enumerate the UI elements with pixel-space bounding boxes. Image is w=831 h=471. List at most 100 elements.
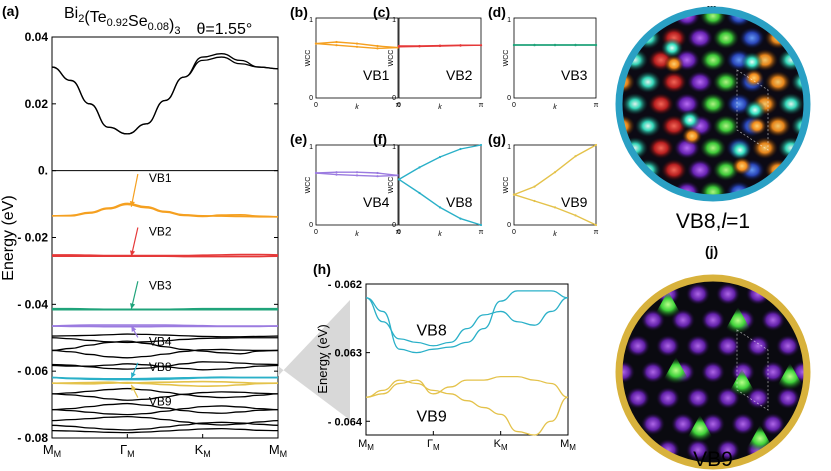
orbital-lobe bbox=[700, 93, 726, 115]
panel-label-d: (d) bbox=[488, 4, 506, 20]
orbital-lobe bbox=[701, 309, 725, 331]
annotation-label: VB2 bbox=[149, 224, 172, 238]
wcc-point bbox=[594, 43, 598, 46]
orbital-lobe bbox=[619, 10, 622, 27]
band-label-c: VB2 bbox=[446, 67, 473, 83]
orbital-lobe bbox=[619, 159, 635, 181]
wcc-point bbox=[376, 175, 379, 178]
y-tick-label-a: 0.02 bbox=[25, 97, 49, 111]
orbital-lobe-bright bbox=[744, 100, 766, 120]
y-tick-label-a: 0. bbox=[38, 164, 48, 178]
orbital-lobe bbox=[641, 278, 665, 279]
band-label-h: VB9 bbox=[417, 408, 447, 425]
orbital-lobe bbox=[687, 159, 713, 181]
band-line bbox=[51, 337, 278, 344]
orbital-lobe bbox=[626, 335, 650, 357]
orbital-lobe bbox=[776, 335, 800, 357]
y-tick-label-a: - 0.02 bbox=[17, 231, 48, 245]
y-axis-label: WCC bbox=[305, 50, 312, 67]
orbital-lobe bbox=[791, 465, 807, 466]
band-line bbox=[51, 363, 279, 371]
orbital-lobe bbox=[581, 413, 605, 435]
orbital-lobe bbox=[641, 413, 665, 435]
x-tick-label: π bbox=[396, 102, 401, 109]
orbital-lobe bbox=[619, 439, 620, 461]
y-tick-label: 1 bbox=[309, 17, 313, 24]
band-labels-h: VB8 VB9 bbox=[417, 322, 447, 425]
band-label-h: VB8 bbox=[417, 322, 447, 339]
wcc-panel-d: (d)1 00 π k WCC VB3 bbox=[488, 4, 599, 111]
band-line bbox=[52, 253, 279, 257]
x-axis-label: k bbox=[553, 231, 557, 238]
wcc-point bbox=[335, 44, 338, 47]
y-tick-label: 0 bbox=[309, 95, 313, 102]
band-line bbox=[51, 376, 278, 381]
image-ring-i bbox=[615, 6, 811, 202]
orbital-lobe-bright bbox=[653, 291, 683, 318]
orbital-lobe bbox=[791, 159, 807, 181]
panel-label-a: (a) bbox=[2, 3, 19, 19]
band-line bbox=[51, 340, 279, 355]
x-tick-label: π bbox=[479, 102, 484, 109]
orbital-lobe bbox=[635, 71, 661, 93]
orbital-lobe bbox=[731, 278, 755, 279]
band-label-g: VB9 bbox=[561, 194, 588, 210]
y-tick-label: 0 bbox=[309, 222, 313, 229]
orbital-lobe bbox=[761, 361, 785, 383]
band-label-f: VB8 bbox=[446, 194, 473, 210]
orbital-lobe bbox=[821, 257, 831, 279]
annotation-arrowhead bbox=[131, 384, 137, 391]
orbital-lobe bbox=[716, 439, 740, 461]
orbital-lobe bbox=[804, 49, 807, 71]
panel-label-g: (g) bbox=[488, 131, 506, 147]
x-tick-label: 0 bbox=[314, 229, 318, 236]
wavefunction-map-i bbox=[619, 10, 831, 198]
orbital-lobe bbox=[687, 27, 713, 49]
orbital-lobe bbox=[804, 10, 807, 27]
image-caption-j: VB9 bbox=[693, 448, 733, 471]
band-line bbox=[51, 381, 279, 388]
y-tick-label: 0 bbox=[392, 95, 396, 102]
x-axis-label: k bbox=[355, 104, 359, 111]
wcc-point bbox=[376, 44, 379, 48]
band-line bbox=[51, 391, 279, 401]
wcc-point bbox=[355, 171, 359, 174]
orbital-lobe bbox=[619, 49, 622, 71]
wcc-point bbox=[335, 40, 338, 44]
x-tick-label-a: ΓM bbox=[120, 442, 135, 459]
plot-frame-d bbox=[513, 17, 597, 99]
x-tick-label: 0 bbox=[314, 102, 318, 109]
orbital-lobe bbox=[656, 387, 680, 409]
image-ring-j bbox=[615, 274, 811, 470]
orbital-lobe-bright bbox=[747, 117, 767, 135]
orbital-lobe bbox=[817, 27, 831, 49]
band-line bbox=[52, 203, 279, 218]
band-line bbox=[51, 415, 279, 426]
wcc-point bbox=[335, 171, 338, 174]
y-axis-label: WCC bbox=[503, 50, 510, 67]
x-tick-label: π bbox=[594, 102, 599, 109]
band-line bbox=[51, 325, 279, 328]
orbital-lobe bbox=[619, 27, 635, 49]
orbital-lobe bbox=[619, 335, 620, 357]
band-line bbox=[51, 307, 278, 311]
orbital-lobe-bright bbox=[682, 127, 702, 145]
band-line bbox=[51, 348, 278, 359]
y-tick-label: 1 bbox=[507, 17, 511, 24]
orbital-lobe-bright bbox=[729, 140, 751, 160]
orbital-lobe bbox=[804, 181, 807, 198]
orbital-lobe bbox=[701, 361, 725, 383]
panel-label-b: (b) bbox=[290, 4, 308, 20]
band-line bbox=[51, 56, 279, 135]
wcc-line bbox=[513, 144, 597, 196]
orbital-lobe bbox=[765, 71, 791, 93]
orbital-lobe bbox=[619, 387, 620, 409]
orbital-lobe bbox=[661, 159, 687, 181]
wcc-point bbox=[479, 223, 483, 227]
x-tick-label-a: MM bbox=[43, 442, 61, 459]
panel-label-j: (j) bbox=[705, 243, 718, 259]
annotation-label: VB8 bbox=[149, 360, 172, 374]
